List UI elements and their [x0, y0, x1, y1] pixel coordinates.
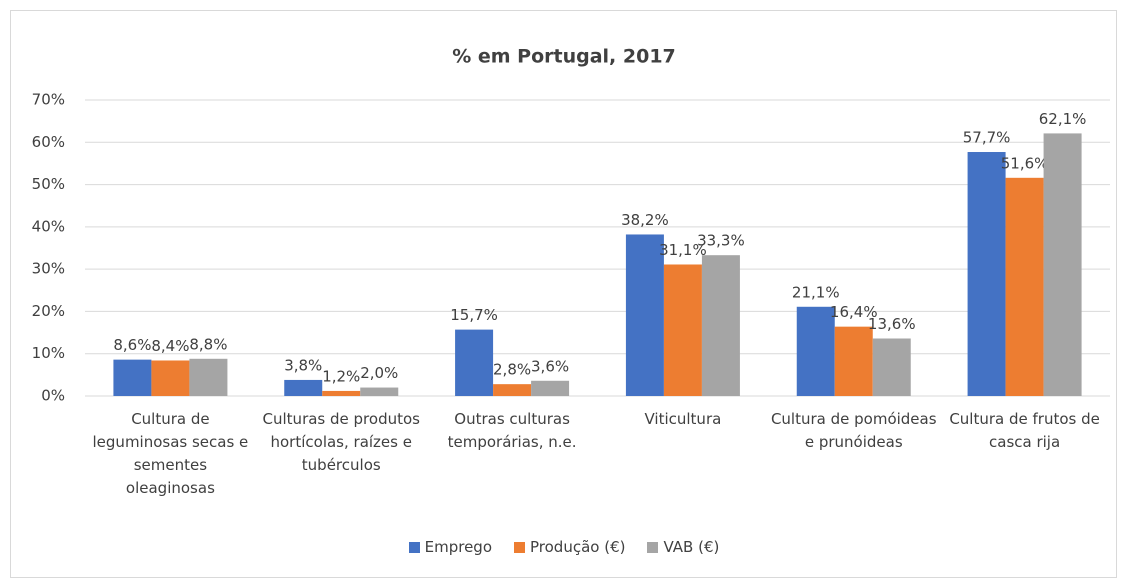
chart-title: % em Portugal, 2017 — [452, 46, 676, 68]
data-label: 13,6% — [868, 315, 916, 333]
bar — [189, 358, 228, 396]
bar — [872, 338, 911, 396]
bar — [1043, 133, 1082, 397]
data-label: 57,7% — [963, 129, 1011, 147]
bar — [113, 359, 152, 396]
data-label: 62,1% — [1039, 110, 1087, 128]
bar — [796, 306, 835, 396]
legend-item: Produção (€) — [514, 538, 625, 556]
bar — [834, 326, 873, 396]
data-label: 8,4% — [151, 337, 189, 355]
chart-border — [10, 10, 1117, 578]
legend-item: Emprego — [408, 538, 493, 556]
data-label: 8,8% — [189, 335, 227, 353]
data-label: 38,2% — [621, 211, 669, 229]
bar — [493, 384, 532, 396]
bar — [663, 264, 702, 396]
x-tick-label: Culturas de produtos hortícolas, raízes … — [262, 410, 420, 474]
legend-label: Produção (€) — [530, 538, 626, 556]
legend-swatch — [647, 541, 659, 553]
bar — [151, 360, 190, 396]
y-tick-label: 30% — [32, 260, 65, 278]
bar — [701, 255, 740, 396]
x-tick-label: Cultura de pomóideas e prunóideas — [770, 410, 937, 451]
bar — [625, 234, 664, 396]
y-tick-label: 20% — [32, 302, 65, 320]
legend-swatch — [408, 541, 420, 553]
y-tick-label: 50% — [32, 175, 65, 193]
x-tick-label: Outras culturas temporárias, n.e. — [447, 410, 577, 451]
legend-label: Emprego — [424, 538, 493, 556]
data-label: 8,6% — [113, 336, 151, 354]
data-label: 3,8% — [284, 356, 322, 374]
bar — [322, 390, 361, 396]
y-tick-label: 10% — [32, 344, 65, 362]
data-label: 1,2% — [322, 367, 360, 385]
data-label: 3,6% — [531, 357, 569, 375]
data-label: 2,8% — [493, 361, 531, 379]
data-label: 33,3% — [697, 232, 745, 250]
bar — [1005, 177, 1044, 396]
data-label: 15,7% — [450, 306, 498, 324]
data-label: 16,4% — [830, 303, 878, 321]
legend: Emprego Produção (€) VAB (€) — [0, 538, 1128, 556]
x-tick-label: Cultura de frutos de casca rija — [949, 410, 1100, 451]
bar — [455, 329, 494, 396]
bar — [360, 387, 399, 396]
x-tick-label: Viticultura — [644, 410, 722, 428]
data-label: 51,6% — [1001, 154, 1049, 172]
legend-label: VAB (€) — [663, 538, 720, 556]
y-tick-label: 60% — [32, 133, 65, 151]
y-tick-label: 40% — [32, 217, 65, 235]
y-tick-label: 0% — [41, 387, 65, 405]
bar — [967, 152, 1006, 396]
y-tick-label: 70% — [32, 91, 65, 109]
data-label: 2,0% — [360, 364, 398, 382]
legend-swatch — [514, 541, 526, 553]
bar — [284, 379, 323, 396]
x-tick-label: Cultura de leguminosas secas e sementes … — [92, 410, 249, 497]
data-label: 31,1% — [659, 241, 707, 259]
bar — [531, 380, 570, 396]
legend-item: VAB (€) — [647, 538, 719, 556]
data-label: 21,1% — [792, 283, 840, 301]
